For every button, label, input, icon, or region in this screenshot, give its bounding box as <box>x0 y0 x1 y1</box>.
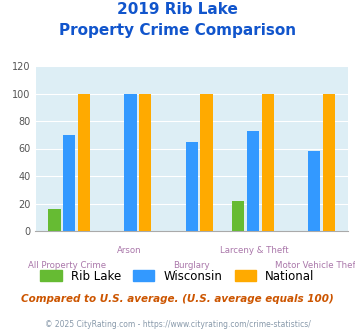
Text: Arson: Arson <box>117 246 142 255</box>
Bar <box>308 151 320 231</box>
Bar <box>247 131 259 231</box>
Bar <box>48 209 61 231</box>
Bar <box>78 93 90 231</box>
Text: Compared to U.S. average. (U.S. average equals 100): Compared to U.S. average. (U.S. average … <box>21 294 334 304</box>
Bar <box>200 93 213 231</box>
Text: Motor Vehicle Theft: Motor Vehicle Theft <box>275 261 355 270</box>
Bar <box>139 93 151 231</box>
Text: Property Crime Comparison: Property Crime Comparison <box>59 23 296 38</box>
Text: 2019 Rib Lake: 2019 Rib Lake <box>117 2 238 16</box>
Legend: Rib Lake, Wisconsin, National: Rib Lake, Wisconsin, National <box>36 265 319 287</box>
Bar <box>232 201 244 231</box>
Bar <box>63 135 75 231</box>
Bar <box>262 93 274 231</box>
Text: © 2025 CityRating.com - https://www.cityrating.com/crime-statistics/: © 2025 CityRating.com - https://www.city… <box>45 320 310 329</box>
Text: All Property Crime: All Property Crime <box>28 261 106 270</box>
Bar <box>323 93 335 231</box>
Text: Larceny & Theft: Larceny & Theft <box>220 246 289 255</box>
Bar <box>124 93 137 231</box>
Bar <box>186 142 198 231</box>
Text: Burglary: Burglary <box>173 261 210 270</box>
